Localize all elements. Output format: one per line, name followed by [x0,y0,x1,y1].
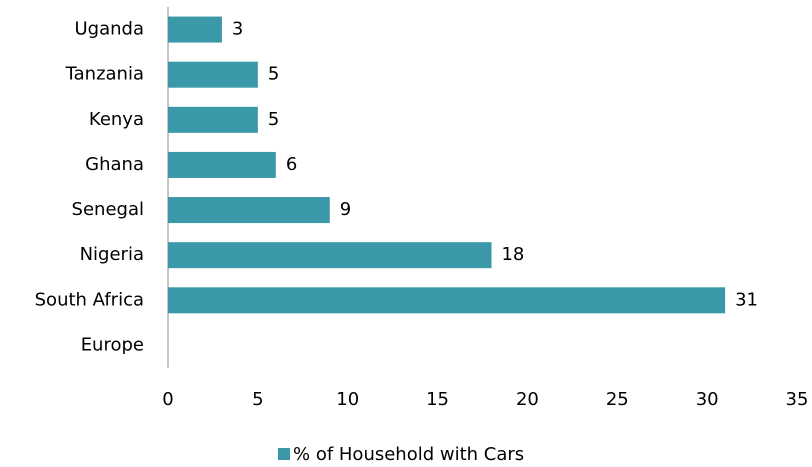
x-tick-label: 0 [162,389,173,410]
x-tick-label: 20 [516,389,539,410]
x-tick-label: 10 [336,389,359,410]
bar [168,61,258,88]
y-tick-label: Kenya [89,109,144,130]
data-label: 9 [340,199,351,220]
data-label: 18 [501,244,524,265]
x-tick-label: 30 [696,389,719,410]
bar [168,151,276,178]
x-tick-label: 5 [252,389,263,410]
legend-label: % of Household with Cars [293,444,524,465]
data-label: 3 [232,19,243,40]
legend-swatch [278,448,290,460]
y-tick-label: Tanzania [65,64,144,85]
data-label: 6 [286,154,297,175]
y-tick-label: Uganda [75,19,145,40]
bar [168,106,258,133]
y-tick-label: Europe [81,334,144,355]
bar [168,287,726,314]
y-tick-label: Ghana [85,154,144,175]
bar [168,16,222,43]
y-tick-label: Nigeria [80,244,144,265]
data-label: 5 [268,109,279,130]
bar [168,197,330,224]
y-tick-label: Senegal [72,199,144,220]
x-tick-label: 15 [426,389,449,410]
data-label: 5 [268,64,279,85]
data-label: 31 [735,289,758,310]
y-tick-label: South Africa [35,289,144,310]
x-tick-label: 35 [786,389,809,410]
bar [168,242,492,269]
x-tick-label: 25 [606,389,629,410]
